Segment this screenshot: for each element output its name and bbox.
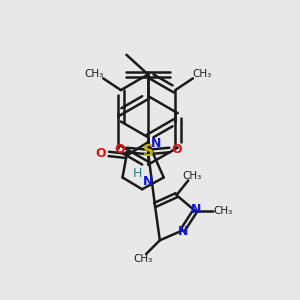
Text: O: O	[171, 143, 182, 157]
Text: N: N	[191, 203, 201, 216]
Text: O: O	[114, 143, 125, 157]
Text: N: N	[178, 225, 189, 238]
Text: N: N	[143, 175, 153, 188]
Text: H: H	[133, 167, 142, 180]
Text: S: S	[142, 145, 154, 160]
Text: CH₃: CH₃	[183, 170, 202, 181]
Text: N: N	[151, 136, 161, 150]
Text: CH₃: CH₃	[85, 69, 104, 80]
Text: CH₃: CH₃	[213, 206, 232, 216]
Text: O: O	[96, 147, 106, 161]
Text: CH₃: CH₃	[134, 254, 153, 264]
Text: CH₃: CH₃	[192, 69, 212, 80]
